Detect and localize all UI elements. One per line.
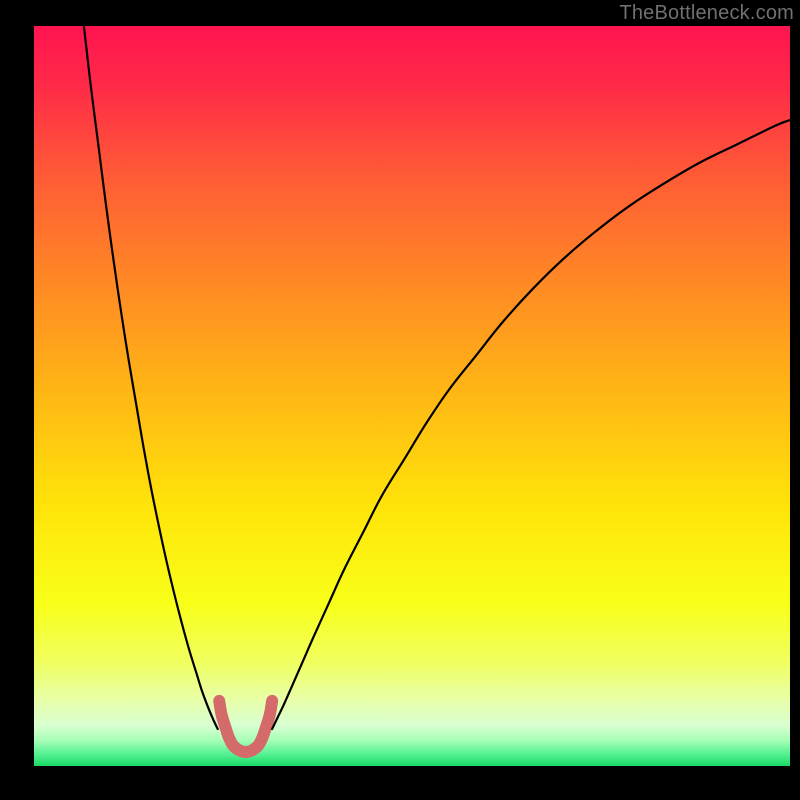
chart-frame: TheBottleneck.com [0,0,800,800]
watermark-text: TheBottleneck.com [619,2,794,25]
chart-svg [34,26,790,766]
plot-area [34,26,790,766]
gradient-background [34,26,790,766]
